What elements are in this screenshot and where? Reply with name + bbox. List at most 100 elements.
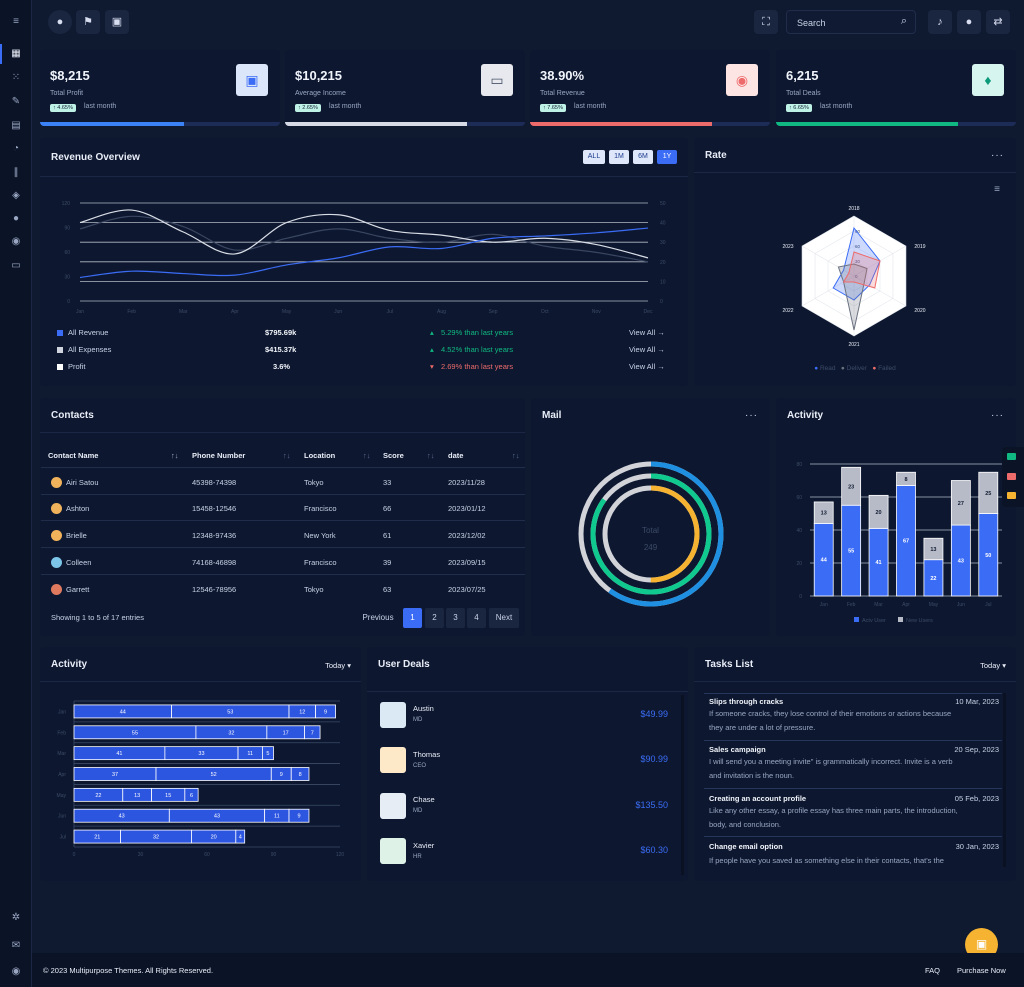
library-icon[interactable]: ∥ bbox=[13, 167, 19, 178]
deal-user-role: CEO bbox=[413, 763, 427, 769]
view-all-link[interactable]: View All → bbox=[629, 362, 665, 371]
stat-period: last month bbox=[84, 103, 117, 110]
search-icon[interactable]: ⌕ bbox=[900, 15, 907, 27]
notification-bell-icon[interactable]: ♪ bbox=[928, 10, 952, 34]
document-icon[interactable]: ▤ bbox=[11, 120, 21, 131]
bar-new-users bbox=[950, 480, 971, 526]
fullscreen-icon[interactable]: ⛶ bbox=[754, 10, 778, 34]
pagination-next[interactable]: Next bbox=[489, 608, 519, 628]
avatar bbox=[380, 838, 406, 864]
pie-chart-icon[interactable]: ◔ bbox=[12, 143, 20, 154]
profile-icon[interactable]: ● bbox=[957, 10, 981, 34]
pagination-page-4[interactable]: 4 bbox=[467, 608, 486, 628]
deal-user-name: Austin bbox=[413, 704, 434, 713]
scrollbar[interactable] bbox=[681, 695, 684, 875]
stat-progress-fill bbox=[776, 122, 959, 126]
basket-icon[interactable]: ◈ bbox=[12, 190, 20, 201]
legend-change: 5.29% than last years bbox=[441, 328, 514, 337]
sort-icon[interactable]: ↑↓ bbox=[512, 451, 520, 460]
data-label: 37 bbox=[112, 772, 118, 778]
range-1m-button[interactable]: 1M bbox=[609, 150, 629, 164]
contacts-card: Contacts bbox=[40, 398, 525, 636]
scrollbar[interactable] bbox=[1003, 693, 1006, 867]
column-header-phone[interactable]: Phone Number bbox=[192, 451, 246, 460]
deal-amount: $90.99 bbox=[640, 754, 668, 764]
sort-icon[interactable]: ↑↓ bbox=[427, 451, 435, 460]
radar-series-deliver bbox=[837, 263, 868, 331]
x-tick-label: May bbox=[929, 602, 939, 608]
range-6m-button[interactable]: 6M bbox=[633, 150, 653, 164]
search-input[interactable]: Search ⌕ bbox=[786, 10, 916, 34]
legend-label: Actv User bbox=[862, 618, 886, 624]
filter-dropdown[interactable]: Today ▾ bbox=[325, 661, 351, 670]
contact-phone: 12546-78956 bbox=[192, 585, 237, 594]
trend-down-icon: ▾ bbox=[430, 362, 434, 371]
column-header-name[interactable]: Contact Name bbox=[48, 451, 99, 460]
more-options-icon[interactable]: ··· bbox=[991, 150, 1004, 161]
divider bbox=[40, 432, 525, 433]
sort-icon[interactable]: ↑↓ bbox=[171, 451, 179, 460]
range-all-button[interactable]: ALL bbox=[583, 150, 605, 164]
mail-icon[interactable]: ✉ bbox=[11, 940, 21, 951]
filter-dropdown[interactable]: Today ▾ bbox=[980, 661, 1006, 670]
chat-icon[interactable]: ● bbox=[48, 10, 72, 34]
radar-series-failed bbox=[842, 251, 881, 289]
radar-axis-label: 2023 bbox=[782, 244, 793, 250]
pagination-page-1[interactable]: 1 bbox=[403, 608, 422, 628]
contact-score: 66 bbox=[383, 504, 392, 513]
column-header-score[interactable]: Score bbox=[383, 451, 404, 460]
sort-icon[interactable]: ↑↓ bbox=[363, 451, 371, 460]
stat-period: last month bbox=[574, 103, 607, 110]
user-icon[interactable]: ● bbox=[12, 213, 20, 224]
bar-new-users bbox=[978, 471, 999, 514]
chart-menu-icon[interactable]: ≡ bbox=[994, 184, 1000, 195]
cart-toggle-icon[interactable] bbox=[1007, 492, 1016, 499]
dashboard-icon[interactable]: ▦ bbox=[11, 48, 21, 59]
sidebar-active-indicator bbox=[0, 44, 2, 64]
pagination-previous[interactable]: Previous bbox=[362, 613, 394, 622]
power-icon[interactable]: ◉ bbox=[11, 966, 21, 977]
pagination-page-3[interactable]: 3 bbox=[446, 608, 465, 628]
data-label: 4 bbox=[239, 835, 242, 841]
side-toolbar bbox=[1002, 447, 1024, 507]
theme-toggle-icon[interactable] bbox=[1007, 473, 1016, 480]
card-title: Revenue Overview bbox=[51, 152, 140, 163]
stat-label: Average Income bbox=[295, 90, 346, 97]
view-all-link[interactable]: View All → bbox=[629, 345, 665, 354]
faq-link[interactable]: FAQ bbox=[925, 966, 941, 975]
sort-icon[interactable]: ↑↓ bbox=[283, 451, 291, 460]
apps-grid-icon[interactable]: ⁙ bbox=[11, 72, 21, 83]
broadcast-icon: ◉ bbox=[726, 64, 758, 96]
more-options-icon[interactable]: ··· bbox=[991, 410, 1004, 421]
y-tick-label: Apr bbox=[58, 772, 66, 778]
clipboard-icon[interactable]: ▣ bbox=[105, 10, 129, 34]
more-options-icon[interactable]: ··· bbox=[745, 410, 758, 421]
menu-toggle-icon[interactable]: ≡ bbox=[13, 16, 19, 27]
column-header-date[interactable]: date bbox=[448, 451, 464, 460]
y-tick-label: 0 bbox=[799, 594, 802, 600]
y2-tick-label: 0 bbox=[660, 299, 663, 305]
bar-segment bbox=[315, 704, 336, 719]
data-label: 25 bbox=[985, 491, 991, 497]
view-all-link[interactable]: View All → bbox=[629, 328, 665, 337]
range-1y-button[interactable]: 1Y bbox=[657, 150, 677, 164]
sidebar: ≡ ▦ ⁙ ✎ ▤ ◔ ∥ ◈ ● ◉ ▭ ✲ ✉ ◉ bbox=[0, 0, 32, 987]
settings-icon[interactable]: ✲ bbox=[11, 912, 21, 923]
cards-icon[interactable]: ▭ bbox=[11, 260, 21, 271]
donut-ring bbox=[602, 485, 700, 583]
card-title: Mail bbox=[542, 410, 562, 421]
data-label: 67 bbox=[903, 539, 909, 545]
record-icon[interactable]: ◉ bbox=[11, 236, 21, 247]
purchase-link[interactable]: Purchase Now bbox=[957, 966, 1006, 975]
column-header-location[interactable]: Location bbox=[304, 451, 336, 460]
y-tick-label: May bbox=[57, 793, 67, 799]
y2-tick-label: 10 bbox=[660, 279, 666, 285]
task-date: 30 Jan, 2023 bbox=[955, 842, 999, 851]
pagination-page-2[interactable]: 2 bbox=[425, 608, 444, 628]
edit-icon[interactable]: ✎ bbox=[11, 96, 21, 107]
chat-toggle-icon[interactable] bbox=[1007, 453, 1016, 460]
flag-icon[interactable]: ⚑ bbox=[76, 10, 100, 34]
table-divider bbox=[41, 547, 525, 548]
settings-toggle-icon[interactable]: ⇄ bbox=[986, 10, 1010, 34]
card-title: Activity bbox=[787, 410, 824, 421]
